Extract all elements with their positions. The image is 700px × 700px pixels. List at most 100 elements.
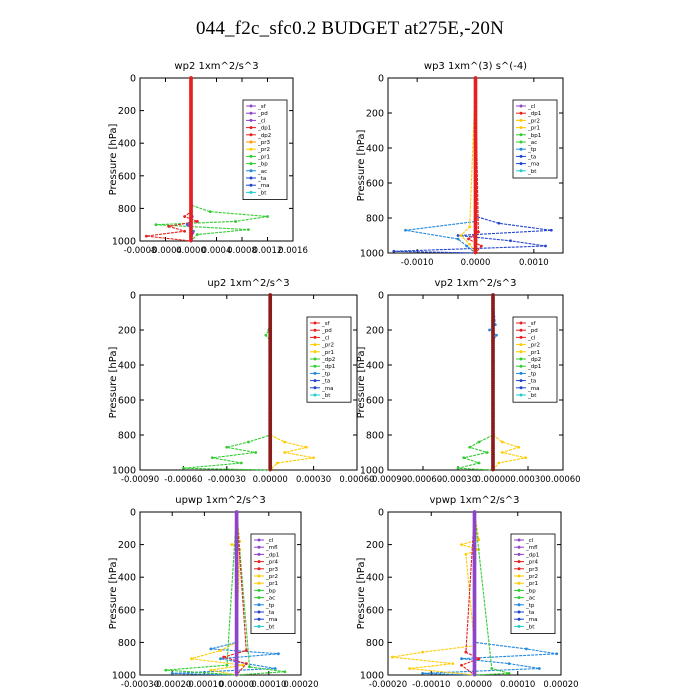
series-point-dp1 xyxy=(479,244,483,248)
legend-label: _pr1 xyxy=(527,350,540,356)
series-point-dp1 xyxy=(183,215,187,218)
series-point-ac xyxy=(507,671,511,675)
y-tick-label: 1000 xyxy=(360,671,384,682)
chart-panel-5: upwp 1xm^2/s^3 Pressure [hPa] 0 200 400 600 80… xyxy=(108,495,319,690)
zero-profile-point xyxy=(234,672,239,677)
legend-marker xyxy=(249,104,253,108)
y-tick-label: 200 xyxy=(366,540,384,551)
x-tick-label: 0.0000 xyxy=(461,258,491,268)
x-tick-label: 0.00060 xyxy=(339,475,374,485)
legend-marker xyxy=(517,588,521,592)
legend-marker xyxy=(313,393,317,397)
y-tick-label: 200 xyxy=(366,109,384,120)
series-point-pr1 xyxy=(283,440,287,444)
series-point-tp xyxy=(507,662,511,665)
series-point-pr1 xyxy=(408,667,412,670)
chart-title: wp2 1xm^2/s^3 xyxy=(174,61,258,72)
legend-marker xyxy=(517,567,521,571)
y-tick-label: 800 xyxy=(118,431,136,442)
legend-label: _pr1 xyxy=(527,126,540,132)
series-point-pr4 xyxy=(244,662,248,665)
legend-label: _ta xyxy=(527,154,536,160)
legend-label: _dp2 xyxy=(527,357,541,363)
legend-label: _pr2 xyxy=(525,574,538,580)
series-point-tp xyxy=(170,671,174,675)
series-point-tp xyxy=(421,671,424,675)
x-tick-label: 0.0010 xyxy=(519,258,549,268)
legend-marker xyxy=(313,364,317,368)
x-tick-label: 0.00010 xyxy=(251,680,286,690)
legend-marker xyxy=(313,379,317,383)
series-point-ac xyxy=(248,665,251,669)
legend-label: _mfl xyxy=(525,545,538,551)
x-tick-label: -0.00020 xyxy=(153,680,191,690)
y-tick-label: 1000 xyxy=(360,249,384,260)
series-point-dp1 xyxy=(225,445,229,449)
y-tick-label: 400 xyxy=(118,139,136,150)
legend-label: _tp xyxy=(525,603,535,609)
series-line-tp xyxy=(405,78,477,254)
legend-marker xyxy=(257,581,261,585)
x-tick-label: 0.00000 xyxy=(457,680,492,690)
zero-profile-point xyxy=(491,467,495,472)
legend-marker xyxy=(257,560,261,564)
legend-marker xyxy=(249,183,253,187)
series-point-tp xyxy=(537,667,541,670)
series-point-dp1 xyxy=(468,445,472,449)
legend-label: _dp1 xyxy=(527,111,541,117)
series-point-tp xyxy=(488,328,491,332)
series-point-tp xyxy=(456,237,460,241)
y-tick-label: 0 xyxy=(378,291,384,302)
y-axis-label: Pressure [hPa] xyxy=(356,130,367,202)
legend-label: _bt xyxy=(265,624,275,630)
series-point-dp1 xyxy=(183,229,187,233)
legend-label: _dp1 xyxy=(527,364,541,370)
legend-label: _cl xyxy=(525,538,534,544)
legend-label: _ma xyxy=(527,162,539,168)
y-tick-label: 1000 xyxy=(112,237,136,248)
x-tick-label: 0.00030 xyxy=(296,475,331,485)
x-tick-label: 0.00020 xyxy=(283,680,318,690)
y-tick-label: 800 xyxy=(118,638,136,649)
series-point-bp xyxy=(164,668,168,672)
y-tick-label: 0 xyxy=(378,508,384,519)
legend-label: _ma xyxy=(257,183,269,189)
y-tick-label: 1000 xyxy=(112,466,136,477)
series-point-dp1 xyxy=(195,220,199,223)
legend-marker xyxy=(519,169,523,173)
series-point-pr1 xyxy=(246,228,250,231)
plot-frame xyxy=(387,294,564,471)
legend-marker xyxy=(249,190,253,194)
legend-marker xyxy=(257,624,261,628)
legend-marker xyxy=(249,147,253,151)
series-point-pr1 xyxy=(190,657,193,661)
series-point-tp xyxy=(273,667,277,670)
series-point-pr1 xyxy=(468,242,472,246)
legend-label: _bp xyxy=(265,588,276,594)
legend-label: _pr2 xyxy=(527,343,540,349)
y-tick-label: 800 xyxy=(366,214,384,225)
legend-label: _bt xyxy=(257,190,267,196)
series-point-tp xyxy=(525,647,528,651)
legend-marker xyxy=(257,617,261,621)
legend-marker xyxy=(313,386,317,390)
series-point-ta xyxy=(544,244,547,248)
legend-label: _pr3 xyxy=(265,567,279,573)
x-tick-label: -0.00030 xyxy=(208,475,246,485)
chart-panel-6: vpwp 1xm^2/s^3 Pressure [hPa] 0 200 400 600 80… xyxy=(356,495,579,690)
legend-marker xyxy=(257,596,261,600)
legend-label: _pd xyxy=(321,328,332,334)
legend-label: _ma xyxy=(321,386,333,392)
series-point-pr1 xyxy=(464,552,468,556)
y-tick-label: 800 xyxy=(366,431,384,442)
series-point-pr4 xyxy=(464,650,468,654)
y-tick-label: 200 xyxy=(366,326,384,337)
x-tick-label: -0.00090 xyxy=(121,475,159,485)
series-point-pr1 xyxy=(390,655,394,659)
y-tick-label: 600 xyxy=(118,396,136,407)
series-point-dp1 xyxy=(477,440,481,444)
legend-marker xyxy=(519,335,523,339)
chart-panel-3: up2 1xm^2/s^3 Pressure [hPa] 0 200 400 600 800… xyxy=(108,278,375,485)
chart-panel-4: vp2 1xm^2/s^3 Pressure [hPa] 0 200 400 600 800… xyxy=(356,278,581,485)
